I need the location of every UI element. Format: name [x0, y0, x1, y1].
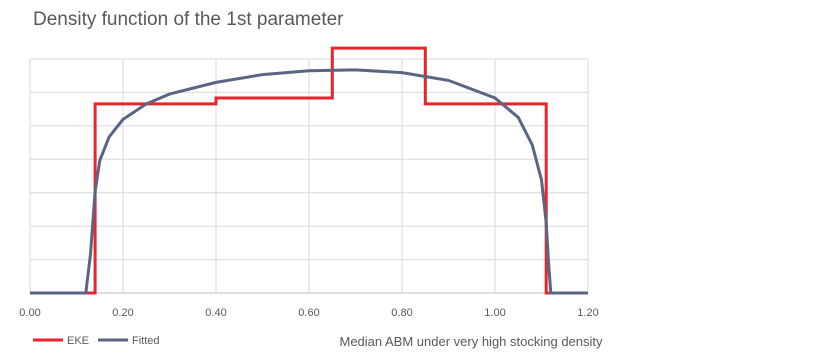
x-tick-label: 1.20: [577, 307, 598, 319]
x-tick-label: 0.20: [112, 307, 133, 319]
x-tick-labels: 0.00 0.20 0.40 0.60 0.80 1.00 1.20: [19, 307, 598, 319]
x-tick-label: 1.00: [484, 307, 505, 319]
x-tick-label: 0.60: [298, 307, 319, 319]
grid: [29, 58, 589, 294]
x-tick-label: 0.40: [205, 307, 226, 319]
chart-title: Density function of the 1st parameter: [33, 9, 344, 30]
series-line-fitted: [30, 68, 588, 295]
x-axis-title: Median ABM under very high stocking dens…: [339, 334, 603, 349]
legend: EKE Fitted: [33, 335, 160, 347]
legend-label-fitted: Fitted: [132, 335, 160, 347]
legend-label-eke: EKE: [67, 335, 89, 347]
series-line-eke: [30, 46, 588, 295]
x-tick-label: 0.00: [19, 307, 40, 319]
x-tick-label: 0.80: [391, 307, 412, 319]
series-group: [30, 46, 588, 295]
